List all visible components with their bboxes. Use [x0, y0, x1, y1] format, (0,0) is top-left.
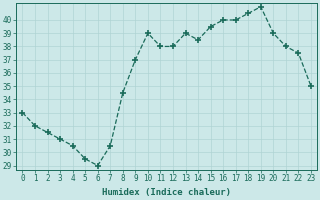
- X-axis label: Humidex (Indice chaleur): Humidex (Indice chaleur): [102, 188, 231, 197]
